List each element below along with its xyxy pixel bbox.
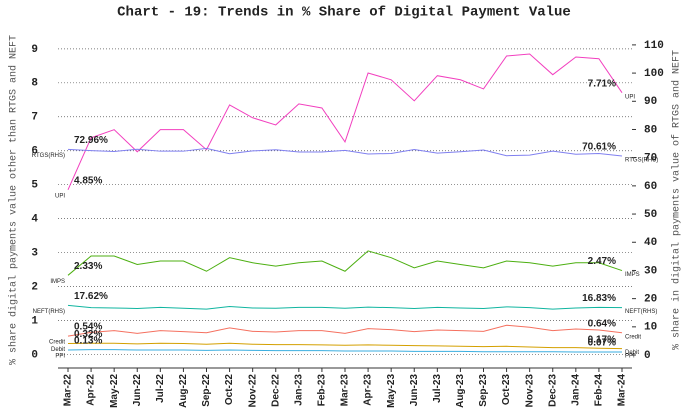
series-name: PPI [625,354,635,360]
value-label: 4.85% [74,175,102,186]
y-tick-label: 8 [31,78,38,90]
y2-tick-label: 80 [644,124,657,136]
x-tick-label: Feb-24 [594,374,605,407]
series-line [67,250,623,276]
series-name: RTGS(RHS) [32,153,65,159]
series-name: NEFT(RHS) [625,309,657,315]
y2-tick-label: 90 [644,96,657,108]
series-name: Credit [625,334,641,340]
value-label: 0.64% [588,318,616,329]
value-label: 17.62% [74,291,108,302]
value-label: 0.13% [74,336,102,347]
series-name: RTGS(RHS) [625,158,658,164]
y-tick-label: 0 [31,349,38,361]
value-label: 0.54% [74,322,102,333]
series-name: IMPS [625,272,640,278]
x-tick-label: Sep-23 [478,374,489,407]
x-tick-label: Feb-23 [317,374,328,407]
x-tick-label: Dec-23 [547,374,558,407]
y2-tick-label: 20 [644,294,657,306]
x-tick-label: Jan-24 [570,374,581,406]
y2-axis-label: % share in digital payments value of RTG… [671,50,683,350]
y2-tick-label: 50 [644,209,657,221]
x-tick-label: Oct-23 [501,374,512,406]
x-tick-label: Nov-22 [247,374,258,408]
series-line [67,53,623,190]
y-tick-label: 5 [31,180,38,192]
x-tick-label: Aug-23 [455,374,466,408]
y2-tick-label: 110 [644,40,664,52]
series-name: NEFT(RHS) [33,309,65,315]
y-tick-label: 4 [31,214,38,226]
x-tick-label: May-22 [109,374,120,408]
value-label: 0.17% [588,334,616,345]
x-tick-label: Jul-22 [155,374,166,403]
y-tick-label: 1 [31,315,38,327]
x-tick-label: Jun-22 [132,374,143,407]
x-tick-label: Oct-22 [224,374,235,406]
series-name: IMPS [50,279,65,285]
y-tick-label: 7 [31,112,38,124]
y-tick-label: 6 [31,146,38,158]
x-tick-label: Apr-22 [86,374,97,406]
series-name: UPI [625,94,635,100]
y2-tick-label: 100 [644,68,664,80]
x-tick-label: Jan-23 [293,374,304,406]
series-name: UPI [55,193,65,199]
series-name: PPI [55,354,65,360]
value-label: 0.32% [74,329,102,340]
x-tick-label: Dec-22 [270,374,281,407]
series-line [67,349,622,353]
series-name: Debit [51,347,65,353]
chart-title: Chart - 19: Trends in % Share of Digital… [117,5,571,21]
y2-tick-label: 0 [644,350,651,362]
value-label: 2.47% [588,256,616,267]
x-tick-label: Jul-23 [432,374,443,403]
x-tick-label: Mar-22 [63,374,74,407]
x-tick-label: Mar-23 [340,374,351,407]
series-name: Debit [625,350,639,356]
value-label: 16.83% [582,293,616,304]
value-label: 72.96% [74,135,108,146]
y2-tick-label: 70 [644,153,657,165]
x-tick-label: Mar-24 [617,374,628,407]
x-tick-label: Jun-23 [409,374,420,407]
y2-tick-label: 60 [644,181,657,193]
y2-tick-label: 10 [644,322,657,334]
y-tick-label: 3 [31,247,38,259]
y-axis-label: % share digital payments value other tha… [8,35,20,365]
x-tick-label: Aug-22 [178,374,189,408]
series-name: Credit [49,340,65,346]
value-label: 2.33% [74,261,102,272]
y2-tick-label: 40 [644,237,657,249]
series-line [67,324,623,337]
series-line [67,147,623,157]
value-label: 7.71% [588,78,616,89]
x-tick-label: Apr-23 [363,374,374,406]
x-tick-label: Sep-22 [201,374,212,407]
value-label: 0.07% [588,338,616,349]
y-tick-label: 9 [31,44,38,56]
x-tick-label: May-23 [386,374,397,408]
x-tick-label: Nov-23 [524,374,535,408]
series-line [67,304,623,310]
series-line [67,342,623,350]
y2-tick-label: 30 [644,265,657,277]
value-label: 70.61% [582,142,616,153]
y-tick-label: 2 [31,281,38,293]
